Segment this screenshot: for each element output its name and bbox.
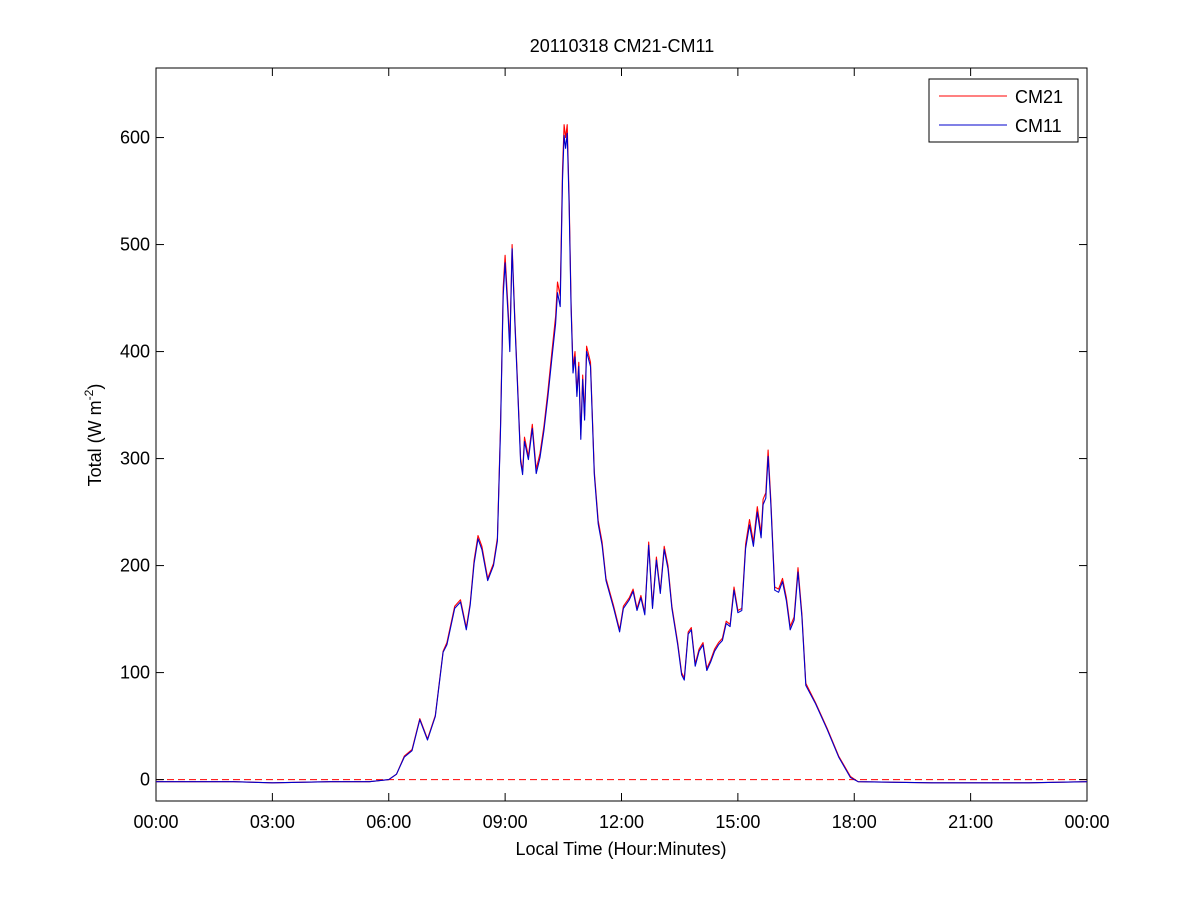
y-tick-label: 400 [120,342,150,362]
x-axis-label: Local Time (Hour:Minutes) [515,839,726,859]
x-tick-label: 18:00 [832,812,877,832]
x-tick-label: 03:00 [250,812,295,832]
y-tick-label: 500 [120,235,150,255]
x-tick-label: 12:00 [599,812,644,832]
legend-label-cm21: CM21 [1015,87,1063,107]
x-tick-label: 15:00 [715,812,760,832]
y-axis-label: Total (W m-2) [82,384,105,487]
legend-label-cm11: CM11 [1015,116,1062,136]
series-layer [156,124,1088,784]
y-axis-label-superscript: -2 [82,389,96,400]
y-tick-label: 600 [120,128,150,148]
x-tick-label: 21:00 [948,812,993,832]
y-tick-label: 300 [120,449,150,469]
x-tick-label: 00:00 [133,812,178,832]
x-tick-label: 06:00 [366,812,411,832]
axes-box [155,67,1088,802]
chart-title: 20110318 CM21-CM11 [530,36,714,56]
x-axis-ticks: 00:00 03:00 06:00 09:00 12:00 15:00 18:00 21:00… [133,68,1110,832]
y-tick-label: 0 [140,770,150,790]
x-tick-label: 00:00 [1064,812,1109,832]
series-line-cm11 [156,132,1088,784]
y-axis-ticks: 0 100 200 300 400 500 600 [120,128,1087,790]
legend-box [928,78,1079,143]
y-axis-label-close: ) [85,384,105,390]
chart-legend: CM21 CM11 [928,78,1079,143]
y-axis-label-main: Total (W m [85,400,105,486]
plot-area: 00:00 03:00 06:00 09:00 12:00 15:00 18:00 21:00… [120,67,1110,832]
y-tick-label: 100 [120,663,150,683]
y-tick-label: 200 [120,556,150,576]
x-tick-label: 09:00 [483,812,528,832]
